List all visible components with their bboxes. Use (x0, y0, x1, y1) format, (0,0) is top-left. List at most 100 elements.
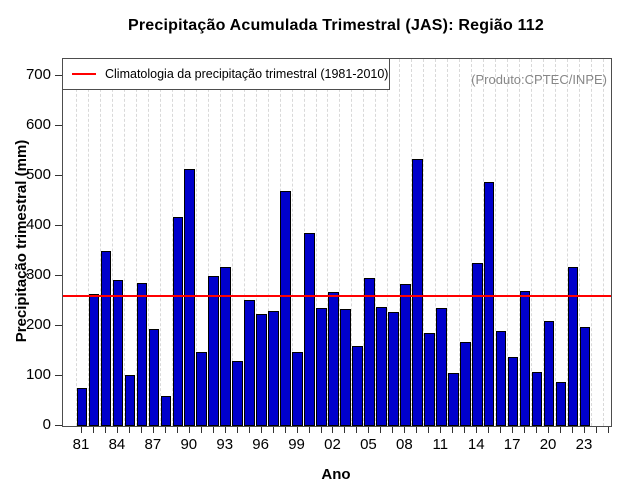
x-axis-tick (583, 427, 585, 433)
x-axis-tick (428, 427, 430, 433)
x-axis-tick (548, 427, 550, 433)
y-axis-title: Precipitação trimestral (mm) (13, 139, 30, 343)
x-axis-tick-label: 23 (575, 436, 593, 453)
x-axis-tick (464, 427, 466, 433)
x-axis-tick (572, 427, 574, 433)
bar-2022 (567, 267, 579, 426)
bar-2015 (483, 182, 495, 426)
x-axis-tick-label: 14 (467, 436, 485, 453)
bar-1993 (220, 267, 231, 426)
gridline (543, 59, 545, 426)
x-axis-tick (452, 427, 454, 433)
gridline (291, 59, 293, 426)
x-axis-tick (200, 427, 202, 433)
x-axis-tick-label: 11 (432, 436, 449, 453)
x-axis-tick (595, 427, 597, 433)
bar-2001 (316, 308, 327, 426)
x-axis-tick (116, 427, 118, 433)
gridline (459, 59, 461, 426)
bar-2012 (447, 373, 459, 426)
bar-1984 (112, 280, 124, 426)
y-axis-tick (55, 275, 62, 276)
bar-1995 (244, 300, 255, 426)
x-axis-tick-label: 90 (180, 436, 198, 453)
x-axis-tick-label: 93 (216, 436, 234, 453)
bar-1981 (76, 388, 88, 426)
bar-2021 (555, 382, 567, 426)
bar-2008 (400, 284, 411, 426)
x-axis-tick (560, 427, 562, 433)
bar-2023 (579, 327, 591, 426)
gridline (219, 59, 221, 426)
watermark-label: (Produto:CPTEC/INPE) (471, 72, 607, 87)
bar-1999 (292, 352, 303, 426)
legend-label: Climatologia da precipitação trimestral … (105, 67, 389, 81)
chart-title: Precipitação Acumulada Trimestral (JAS):… (128, 17, 544, 34)
gridline (602, 59, 604, 426)
x-axis-tick (104, 427, 106, 433)
gridline (519, 59, 521, 426)
x-axis-tick-label: 81 (72, 436, 90, 453)
bar-2017 (507, 357, 519, 426)
gridline (279, 59, 281, 426)
x-axis-tick (260, 427, 262, 433)
bar-1992 (208, 276, 220, 426)
bar-1985 (124, 375, 136, 426)
gridline (531, 59, 533, 426)
bar-2003 (340, 309, 351, 426)
bar-1994 (232, 361, 243, 426)
bar-2009 (412, 159, 423, 426)
climatology-line (63, 295, 611, 297)
x-axis-tick (607, 427, 609, 433)
y-axis-tick-label: 100 (25, 366, 51, 383)
gridline (447, 59, 449, 426)
x-axis-tick (176, 427, 178, 433)
bar-2014 (471, 263, 483, 426)
x-axis-tick (536, 427, 538, 433)
x-axis-tick (344, 427, 346, 433)
y-axis-tick (55, 75, 62, 76)
y-axis-tick (55, 325, 62, 326)
x-axis-tick (404, 427, 406, 433)
x-axis-tick (284, 427, 286, 433)
y-axis-tick (55, 225, 62, 226)
legend-box: Climatologia da precipitação trimestral … (62, 58, 390, 90)
gridline (267, 59, 269, 426)
bar-2004 (352, 346, 363, 426)
x-axis-tick (212, 427, 214, 433)
bar-2013 (459, 342, 471, 426)
gridline (183, 59, 185, 426)
x-axis-tick (524, 427, 526, 433)
gridline (495, 59, 497, 426)
x-axis-tick (128, 427, 130, 433)
y-axis-tick-label: 0 (42, 416, 51, 433)
x-axis-tick (140, 427, 142, 433)
bar-2007 (388, 312, 399, 426)
climatology-line-swatch (72, 73, 96, 75)
bar-2010 (424, 333, 435, 426)
x-axis-tick (380, 427, 382, 433)
gridline (243, 59, 245, 426)
gridline (387, 59, 389, 426)
x-axis-tick-label: 99 (288, 436, 305, 453)
x-axis-tick (224, 427, 226, 433)
y-axis-tick-label: 200 (25, 316, 51, 333)
gridline (135, 59, 137, 426)
gridline (327, 59, 329, 426)
x-axis-tick (500, 427, 502, 433)
gridline (195, 59, 197, 426)
bar-2005 (364, 278, 375, 426)
x-axis-tick-label: 96 (252, 436, 269, 453)
bar-1982 (88, 294, 100, 426)
gridline (159, 59, 161, 426)
gridline (231, 59, 233, 426)
x-axis-tick (81, 427, 82, 433)
x-axis-tick (392, 427, 394, 433)
gridline (76, 59, 77, 426)
gridline (555, 59, 557, 426)
gridline (423, 59, 425, 426)
gridline (507, 59, 509, 426)
x-axis-tick (332, 427, 334, 433)
bar-2020 (543, 321, 555, 426)
